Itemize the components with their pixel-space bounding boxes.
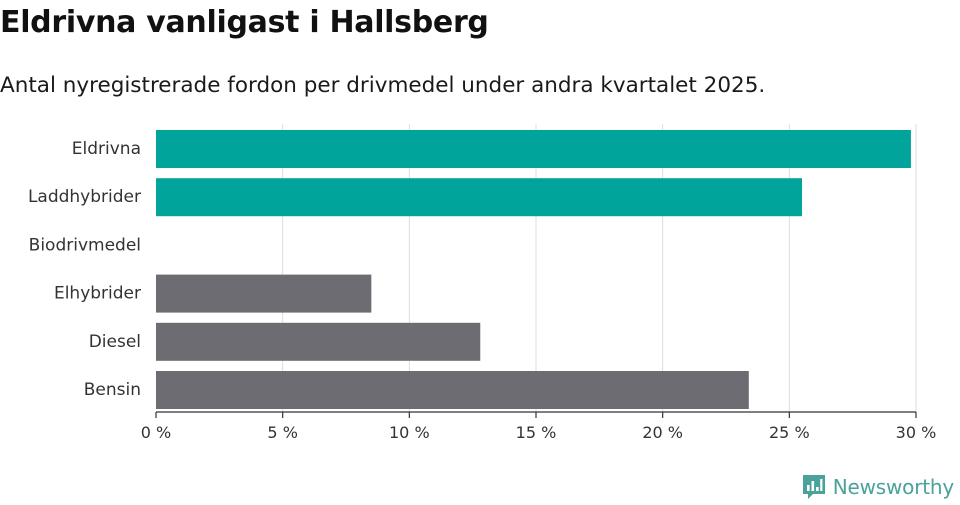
category-label: Laddhybrider [28, 187, 141, 207]
bar-diesel [156, 322, 481, 361]
bar-elhybrider [156, 274, 372, 313]
category-label: Bensin [84, 380, 141, 400]
category-label: Diesel [89, 332, 141, 352]
newsworthy-logo-icon [802, 475, 825, 499]
category-label: Eldrivna [72, 139, 141, 159]
x-tick-label: 25 % [769, 423, 810, 442]
category-label: Elhybrider [54, 284, 141, 304]
chart-subtitle: Antal nyregistrerade fordon per drivmede… [0, 73, 766, 98]
brand-name: Newsworthy [832, 475, 954, 499]
x-tick-label: 15 % [516, 423, 557, 442]
x-tick-label: 0 % [141, 423, 171, 442]
bar-bensin [156, 371, 749, 409]
category-label: Biodrivmedel [29, 235, 141, 255]
chart-title: Eldrivna vanligast i Hallsberg [0, 5, 489, 40]
bar-eldrivna [156, 130, 911, 168]
x-tick-label: 10 % [389, 423, 430, 442]
x-tick-label: 5 % [267, 423, 297, 442]
x-tick-label: 20 % [642, 423, 683, 442]
bar-laddhybrider [156, 178, 802, 217]
brand-logo: Newsworthy [801, 473, 954, 501]
x-tick-label: 30 % [896, 423, 937, 442]
